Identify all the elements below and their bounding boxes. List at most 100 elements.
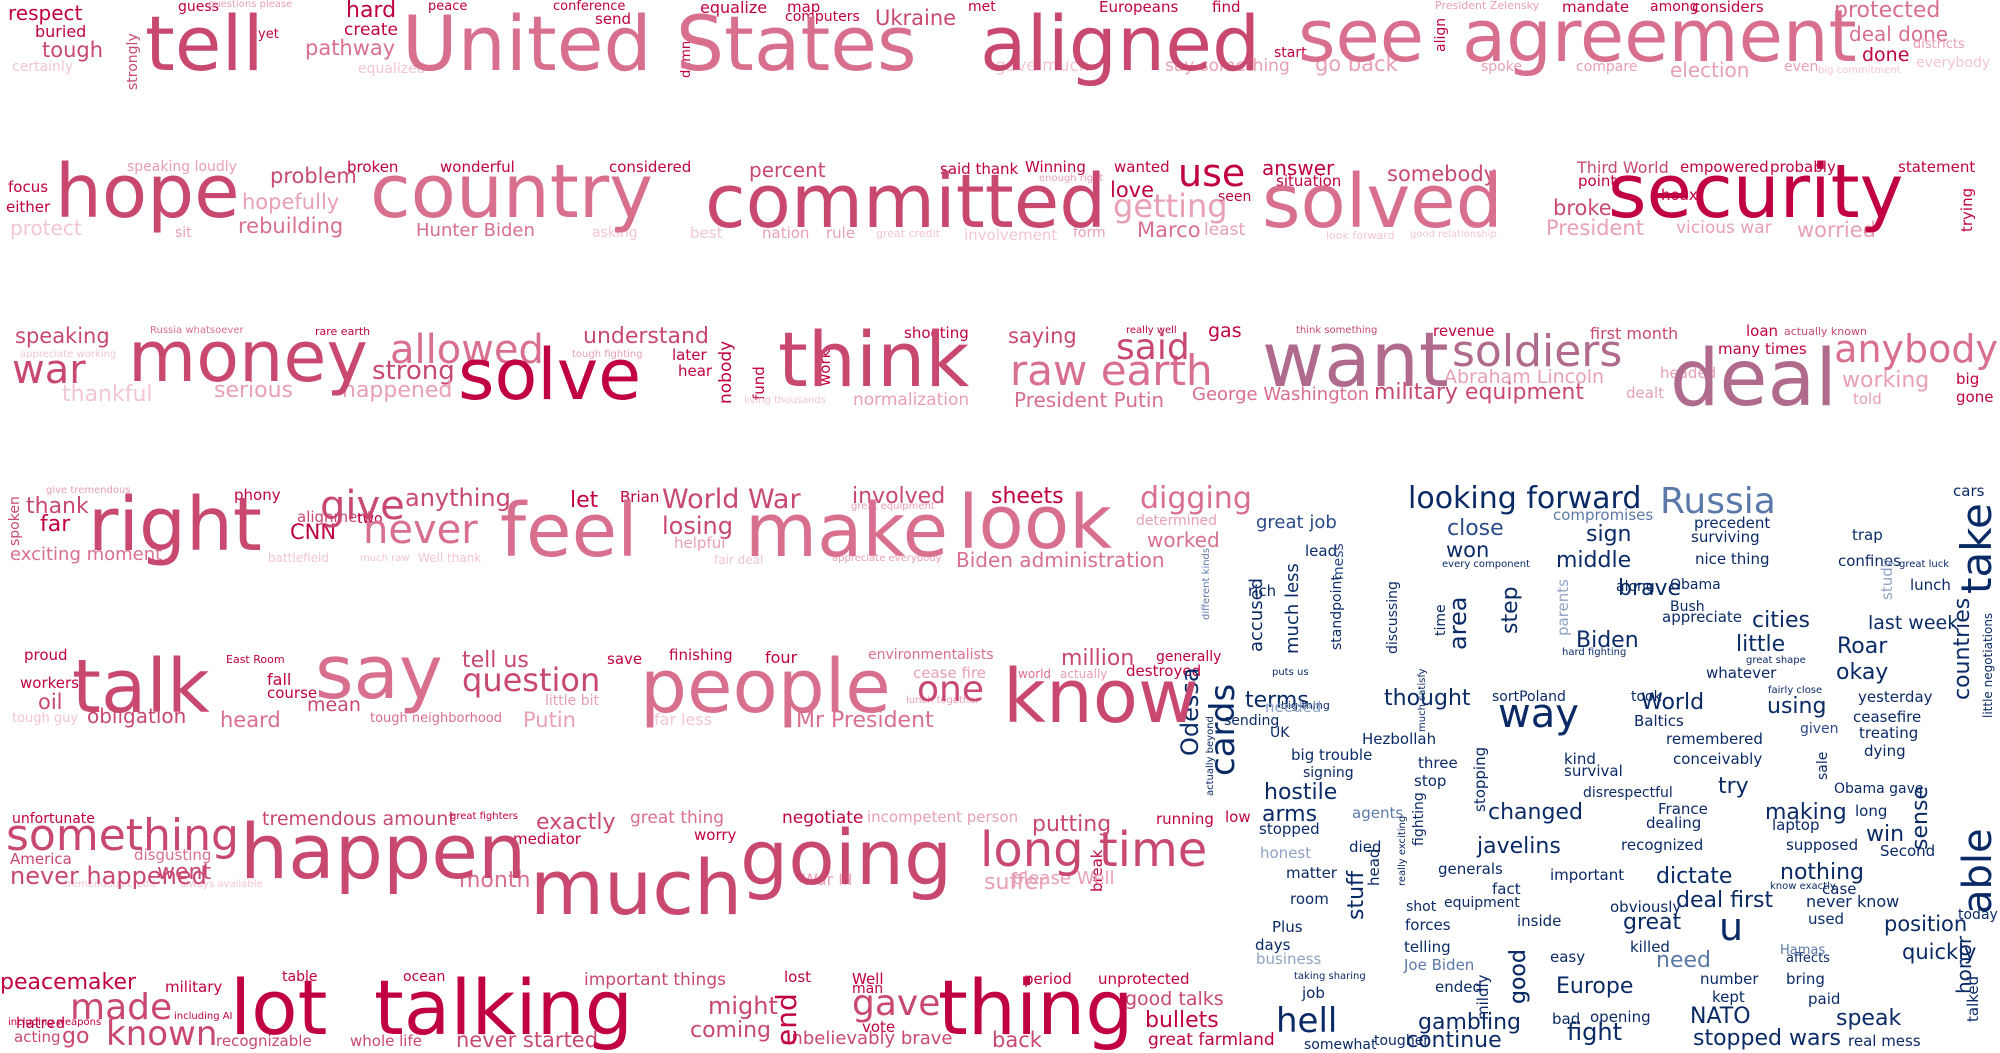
- word-yesterday: yesterday: [1858, 688, 1933, 706]
- word-many-times: many times: [1718, 340, 1807, 358]
- word-sortpoland: sortPoland: [1492, 689, 1566, 705]
- word-involvement: involvement: [964, 226, 1058, 244]
- word-long: long: [1855, 802, 1888, 820]
- word-raw-earth: raw earth: [1010, 346, 1213, 395]
- word-conference: conference: [553, 0, 626, 14]
- word-might: might: [708, 992, 778, 1020]
- word-russia: Russia: [1660, 481, 1776, 522]
- word-worried: worried: [1797, 218, 1877, 242]
- word-disgusting: disgusting: [134, 846, 212, 864]
- word-know-exactly: know exactly: [1770, 881, 1836, 892]
- word-honest: honest: [1260, 844, 1312, 862]
- word-vote: vote: [862, 1018, 896, 1036]
- word-fall: fall: [267, 670, 292, 689]
- word-continue: continue: [1406, 1028, 1502, 1053]
- word-tough: tough: [42, 38, 104, 62]
- word-okay: okay: [1836, 660, 1889, 685]
- word-met: met: [968, 0, 996, 15]
- word-helpful: helpful: [674, 534, 726, 552]
- word-running: running: [1156, 810, 1214, 828]
- word-nothing: nothing: [1780, 860, 1864, 885]
- word-never-know: never know: [1806, 892, 1900, 911]
- word-great-credit: great credit: [876, 227, 941, 240]
- word-terms: terms: [1245, 688, 1309, 713]
- word-allowed: allowed: [390, 327, 544, 373]
- word-position: position: [1884, 912, 1968, 936]
- word-strong: strong: [372, 356, 455, 386]
- word-solved: solved: [1262, 159, 1503, 245]
- word-peace: peace: [428, 0, 468, 14]
- word-always-available: always available: [180, 879, 263, 890]
- word-cnn: CNN: [290, 520, 337, 544]
- word-great-job: great job: [1256, 512, 1337, 533]
- word-war-iii: War III: [802, 870, 853, 889]
- word-recognized: recognized: [1621, 836, 1704, 854]
- word-marco: Marco: [1137, 218, 1201, 242]
- word-recognizable: recognizable: [216, 1032, 312, 1050]
- word-never: never: [363, 507, 478, 553]
- word-proud: proud: [24, 646, 68, 664]
- word-agents: agents: [1352, 804, 1404, 822]
- word-love: love: [1110, 178, 1155, 202]
- word-much-raw: much raw: [360, 553, 410, 564]
- word-far: far: [40, 512, 71, 537]
- word-money: money: [128, 316, 368, 398]
- word-something: something: [6, 810, 239, 861]
- word-lot: lot: [230, 963, 328, 1052]
- word-exactly: exactly: [536, 810, 616, 835]
- word-along: along: [1616, 579, 1655, 595]
- word-really-exciting: really exciting: [1397, 815, 1408, 886]
- word-first-month: first month: [1590, 324, 1679, 343]
- word-middle: middle: [1556, 548, 1632, 573]
- word-case: case: [1822, 880, 1857, 898]
- word-unfortunate: unfortunate: [12, 811, 95, 827]
- word-tremendous-amount: tremendous amount: [262, 808, 456, 830]
- word-look: look: [958, 480, 1112, 566]
- word-took: took: [1631, 689, 1662, 705]
- word-president: President: [1546, 216, 1644, 240]
- word-biden: Biden: [1576, 628, 1639, 653]
- word-soldiers: soldiers: [1452, 326, 1623, 377]
- word-protect: protect: [10, 216, 82, 240]
- word-hatred: hatred: [16, 1014, 66, 1032]
- word-world: world: [1018, 667, 1052, 681]
- word-best: best: [690, 224, 723, 242]
- word-appreciate: appreciate: [1662, 608, 1743, 626]
- word-mediator: mediator: [513, 830, 581, 848]
- word-losing: losing: [662, 512, 733, 540]
- word-winning: Winning: [1025, 158, 1086, 176]
- word-empowered: empowered: [1680, 158, 1769, 176]
- word-thankful: thankful: [62, 382, 153, 407]
- word-conceivably: conceivably: [1673, 750, 1763, 768]
- word-headed: headed: [1660, 364, 1717, 382]
- word-obligation: obligation: [87, 704, 187, 728]
- word-compare: compare: [1576, 59, 1638, 75]
- word-great-luck: great luck: [1899, 559, 1950, 570]
- word-protected: protected: [1834, 0, 1941, 23]
- word-win: win: [1866, 822, 1905, 847]
- word-hard-fighting: hard fighting: [1562, 647, 1627, 658]
- word-working: working: [1842, 368, 1930, 393]
- word-nation: nation: [762, 224, 810, 242]
- word-dying: dying: [1864, 742, 1906, 760]
- word-happened: happened: [342, 378, 453, 403]
- word-talking: talking: [374, 963, 634, 1052]
- word-number: number: [1700, 970, 1759, 988]
- word-actually-beyond: actually beyond: [1205, 716, 1216, 796]
- word-third-world: Third World: [1577, 158, 1669, 177]
- word-important-things: important things: [584, 970, 726, 990]
- word-save: save: [607, 650, 643, 668]
- word-tougher: tougher: [1374, 1033, 1430, 1049]
- word-making: making: [1765, 800, 1847, 825]
- word-little-bit: little bit: [545, 693, 599, 709]
- word-gone: gone: [1956, 388, 1994, 406]
- word-stopped-wars: stopped wars: [1693, 1026, 1841, 1051]
- word-far-less: far less: [654, 710, 713, 729]
- word-speaking-loudly: speaking loudly: [127, 159, 237, 175]
- word-normalization: normalization: [853, 390, 970, 410]
- word-parents: parents: [1554, 579, 1572, 636]
- word-close: close: [1447, 516, 1504, 541]
- word-kind: kind: [1564, 750, 1596, 768]
- word-spoken: spoken: [7, 496, 23, 546]
- word-lunch: lunch: [1910, 576, 1951, 594]
